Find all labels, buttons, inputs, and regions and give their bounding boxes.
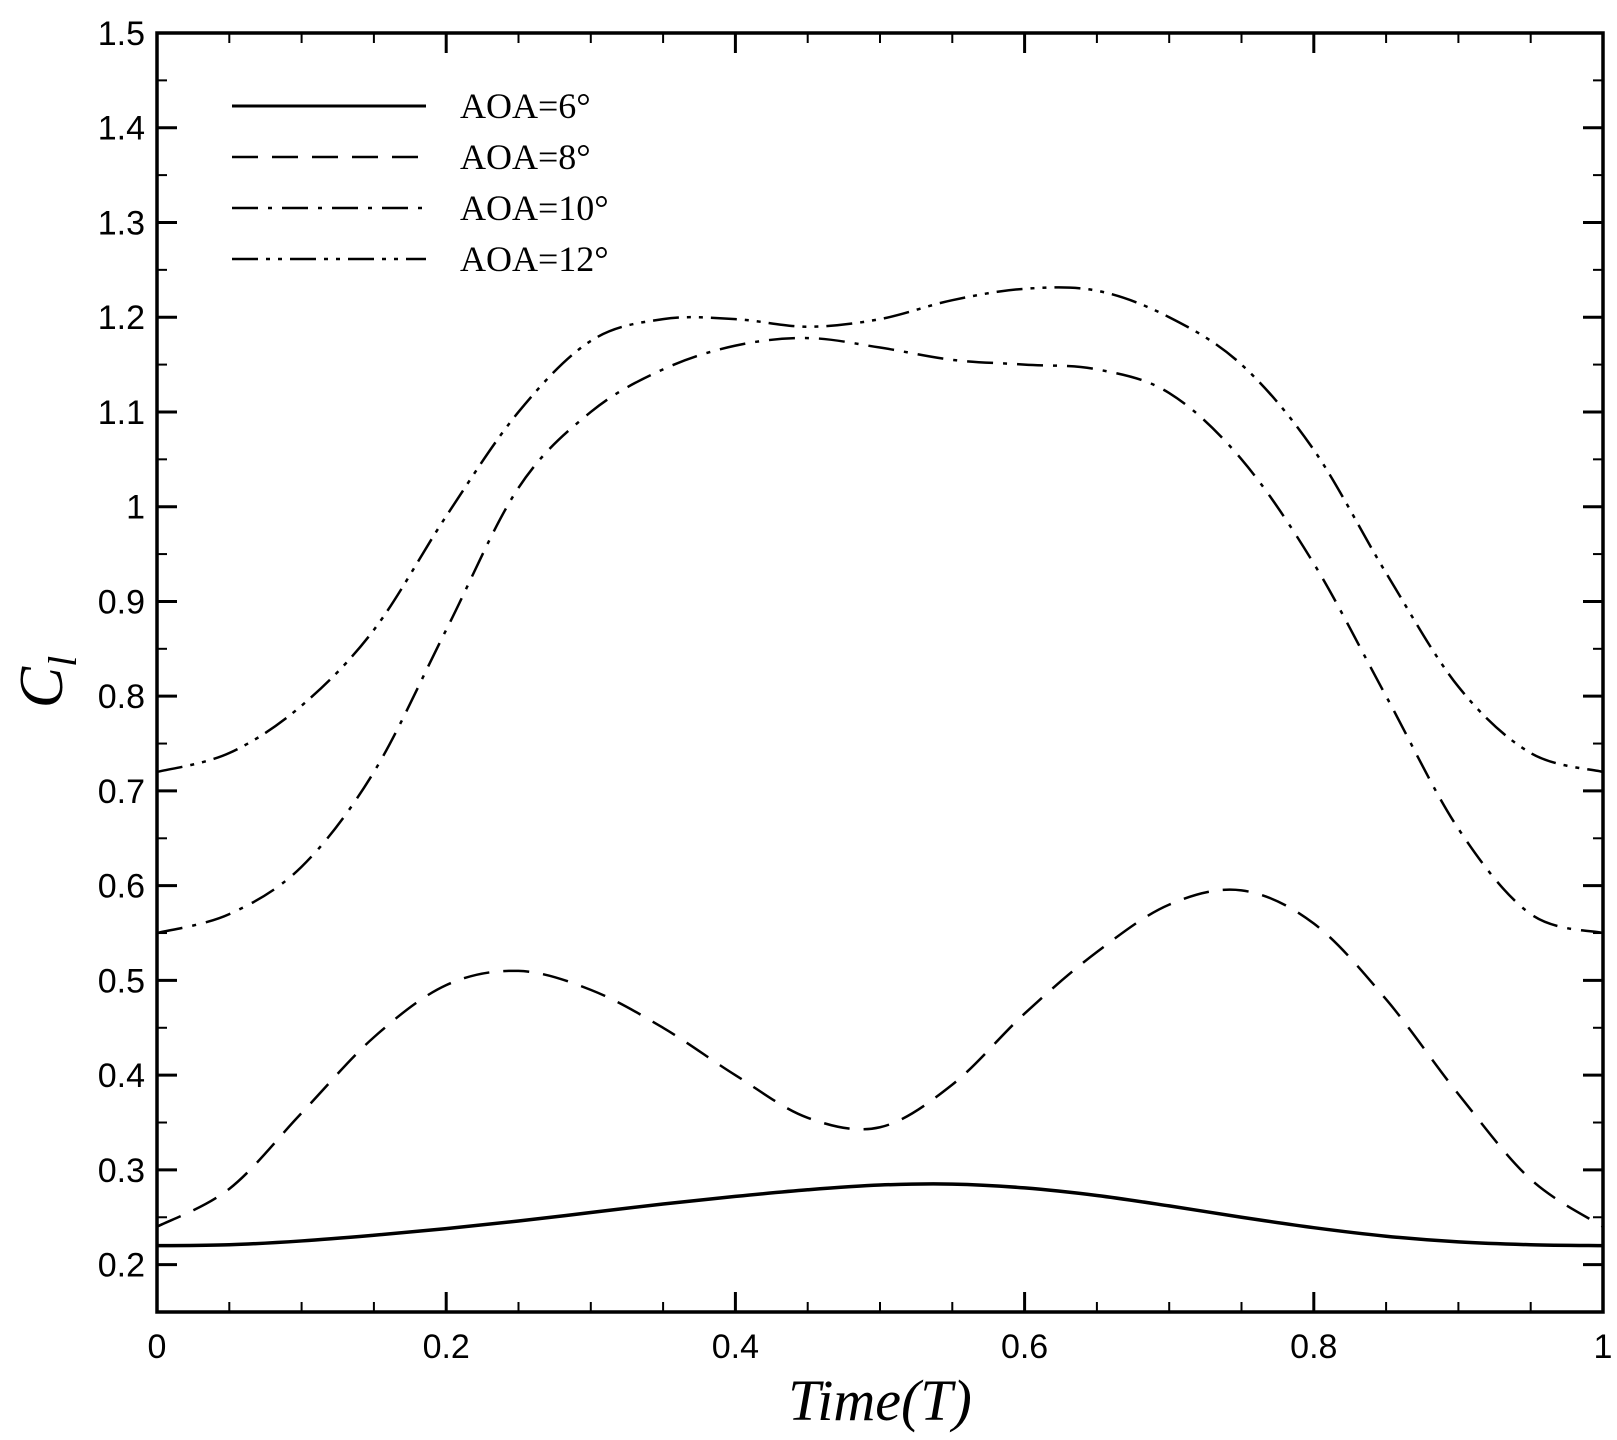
tick-labels: 0 0.2 0.4 0.6 0.8 1 0.2 0.3 0.4 0.5 0.6 0.7 0.8 0.9 1 1… — [98, 15, 1613, 1366]
x-tick-label: 0.2 — [423, 1328, 470, 1366]
series-layer — [156, 286, 1604, 1248]
y-axis-title-subscript: l — [40, 656, 85, 667]
x-axis-title: Time(T) — [788, 1368, 972, 1433]
y-tick-label: 1 — [126, 489, 145, 527]
x-tick-label: 1 — [1594, 1328, 1613, 1366]
y-tick-label: 1.5 — [98, 15, 145, 53]
series-line-1 — [156, 1182, 1604, 1248]
x-tick-label: 0 — [148, 1328, 167, 1366]
legend-label-4: AOA=12° — [460, 239, 609, 279]
series-line-4 — [156, 286, 1604, 774]
y-tick-label: 0.9 — [98, 583, 145, 621]
y-axis-title-main: C — [8, 666, 76, 708]
y-tick-label: 1.1 — [98, 394, 145, 432]
y-axis-title: Cl — [8, 656, 85, 708]
x-tick-label: 0.6 — [1001, 1328, 1048, 1366]
axis-ticks — [155, 31, 1605, 1313]
legend-label-3: AOA=10° — [460, 188, 609, 228]
y-tick-label: 0.4 — [98, 1057, 145, 1095]
x-tick-label: 0.4 — [712, 1328, 759, 1366]
legend-label-1: AOA=6° — [460, 86, 591, 126]
y-tick-label: 0.3 — [98, 1152, 145, 1190]
y-tick-label: 0.2 — [98, 1247, 145, 1285]
y-tick-label: 0.7 — [98, 773, 145, 811]
y-tick-label: 1.3 — [98, 204, 145, 242]
y-tick-label: 0.5 — [98, 962, 145, 1000]
axis-titles: Time(T) Cl — [8, 656, 972, 1433]
plot-frame — [155, 31, 1605, 1314]
legend-label-2: AOA=8° — [460, 137, 591, 177]
series-line-3 — [156, 336, 1604, 935]
y-tick-label: 0.8 — [98, 678, 145, 716]
y-tick-label: 1.2 — [98, 299, 145, 337]
legend: AOA=6° AOA=8° AOA=10° AOA=12° — [232, 86, 609, 279]
series-line-2 — [156, 888, 1604, 1228]
y-tick-label: 0.6 — [98, 868, 145, 906]
x-tick-label: 0.8 — [1290, 1328, 1337, 1366]
y-tick-label: 1.4 — [98, 110, 145, 148]
